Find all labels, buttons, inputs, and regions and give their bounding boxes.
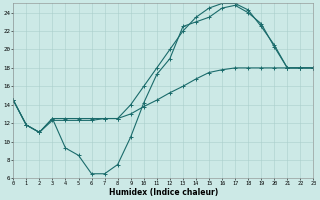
X-axis label: Humidex (Indice chaleur): Humidex (Indice chaleur) bbox=[109, 188, 218, 197]
